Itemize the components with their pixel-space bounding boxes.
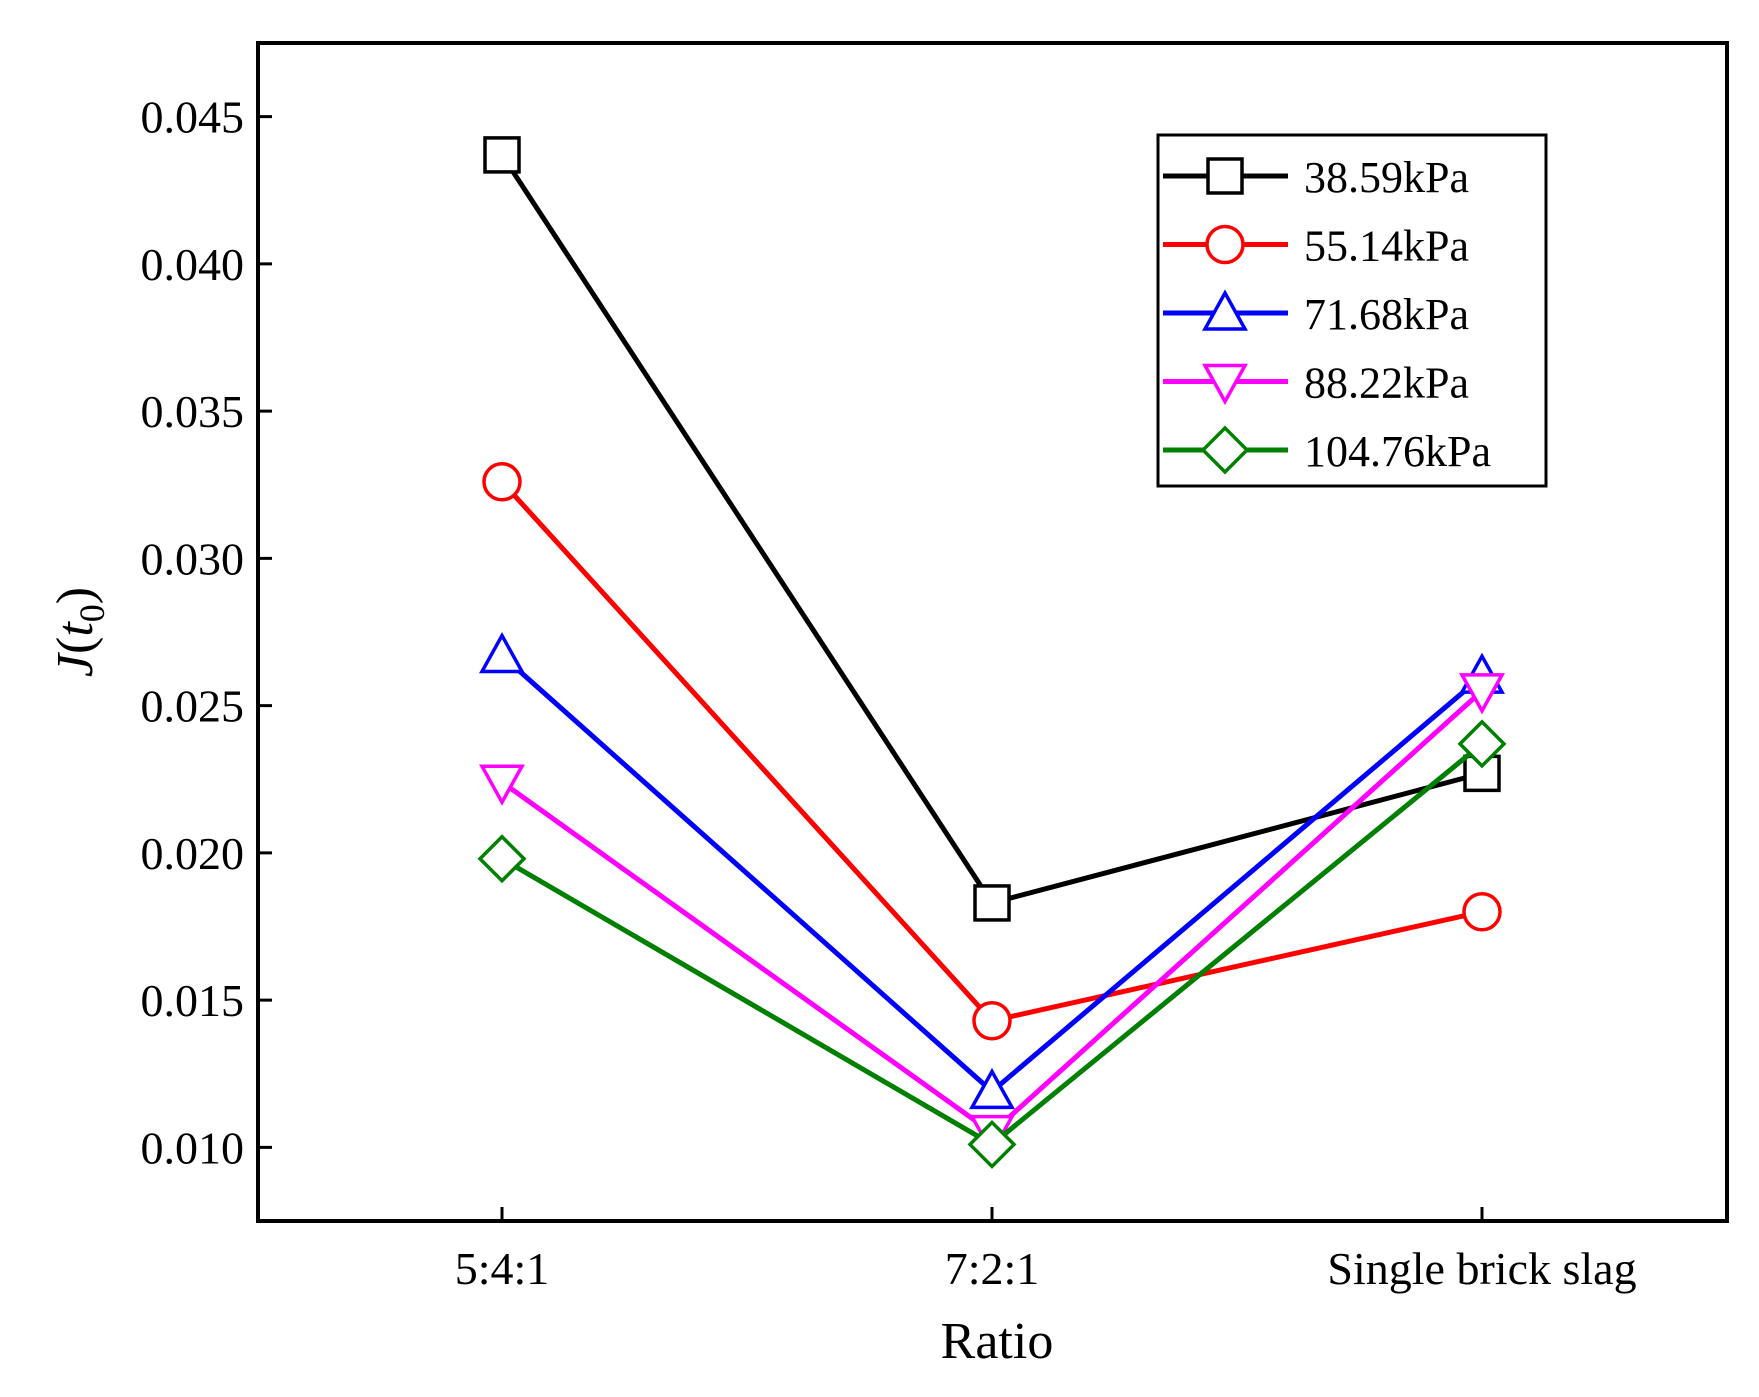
axis-ticks: 0.010 0.015 0.020 0.025 0.030 0.035 0.040 0.045… <box>141 92 1637 1294</box>
legend-item: 71.68kPa <box>1163 289 1469 339</box>
y-tick-label: 0.015 <box>141 975 245 1026</box>
legend-label: 38.59kPa <box>1304 153 1469 202</box>
y-title-open: ( <box>47 637 104 654</box>
data-point <box>482 462 522 502</box>
data-point <box>483 136 521 174</box>
legend-item: 55.14kPa <box>1163 222 1469 271</box>
series-line <box>500 480 1483 1024</box>
data-point <box>479 631 525 674</box>
y-title-close: ) <box>47 587 104 604</box>
data-point <box>969 1067 1015 1110</box>
legend-label: 71.68kPa <box>1304 290 1469 339</box>
data-point <box>1462 892 1502 932</box>
x-axis-title: Ratio <box>941 1313 1054 1370</box>
data-point <box>1459 673 1505 715</box>
x-tick-label: Single brick slag <box>1327 1243 1636 1294</box>
legend-label: 104.76kPa <box>1304 427 1491 476</box>
legend-item: 104.76kPa <box>1163 425 1491 476</box>
data-point <box>479 764 525 806</box>
series-2 <box>482 462 1502 1041</box>
y-title-sub: 0 <box>72 604 112 622</box>
legend-marker <box>1205 224 1245 265</box>
y-title-var: t <box>47 621 104 637</box>
x-tick-label: 5:4:1 <box>455 1243 550 1294</box>
legend-marker <box>1202 363 1248 406</box>
y-tick-label: 0.045 <box>141 92 245 143</box>
y-tick-label: 0.030 <box>141 533 245 584</box>
x-tick-label: 7:2:1 <box>945 1243 1040 1294</box>
y-tick-label: 0.040 <box>141 239 245 290</box>
legend: 38.59kPa 55.14kPa 71.68kPa 88.22kPa 104.76kP… <box>1156 133 1548 488</box>
y-tick-label: 0.010 <box>141 1122 245 1173</box>
data-point <box>972 1000 1012 1041</box>
legend-label: 55.14kPa <box>1304 222 1469 271</box>
y-tick-label: 0.035 <box>141 386 245 437</box>
y-tick-label: 0.020 <box>141 828 245 879</box>
legend-item: 38.59kPa <box>1163 153 1469 202</box>
legend-item: 88.22kPa <box>1163 359 1469 408</box>
legend-label: 88.22kPa <box>1304 359 1469 408</box>
series-group <box>477 136 1507 1169</box>
legend-marker <box>1202 289 1248 331</box>
data-point <box>477 834 527 884</box>
y-title-main: J <box>47 651 104 677</box>
series-5 <box>477 719 1507 1169</box>
data-point <box>1457 719 1507 769</box>
y-tick-label: 0.025 <box>141 681 245 732</box>
data-point <box>967 1119 1017 1169</box>
legend-marker <box>1200 425 1250 475</box>
data-point <box>973 884 1011 922</box>
legend-marker <box>1206 157 1244 195</box>
y-axis-title: J(t0) <box>47 587 112 677</box>
